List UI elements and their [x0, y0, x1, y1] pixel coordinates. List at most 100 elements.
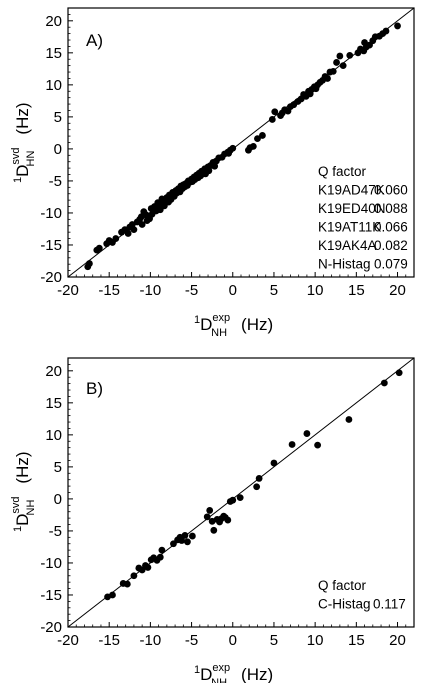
panel-a-x-tick-label: 20 [389, 282, 406, 299]
panel-a-q-factor-value: 0.060 [374, 183, 408, 198]
panel-a-y-tick-label: -20 [40, 269, 62, 286]
panel-a-x-tick-label: -5 [185, 282, 198, 299]
panel-b-data-point [229, 496, 237, 504]
panel-a-data-point [394, 22, 401, 30]
panel-a-data-point [211, 162, 219, 170]
panel-a-y-tick-label: 0 [54, 141, 62, 158]
panel-b-y-tick-label: 10 [45, 427, 62, 444]
panel-b-y-axis-label-superscript: svd [10, 496, 22, 513]
panel-b-data-point [314, 441, 322, 449]
panel-b-data-point [156, 553, 164, 561]
panel-a-y-tick-label: -10 [40, 205, 62, 222]
panel-a-y-axis-label: 1Dsvd HN (Hz) [10, 102, 37, 183]
panel-a-q-factor-sample: K19AK4A [318, 238, 377, 253]
panel-a-y-axis-label-subscript: HN [25, 151, 37, 167]
panel-a-data-point [333, 59, 340, 66]
panel-a-data-point [229, 144, 237, 152]
panel-a-q-factor-title: Q factor [318, 164, 367, 179]
panel-a-label: A) [86, 31, 103, 50]
panel-b-data-point [395, 369, 403, 377]
panel-b-x-tick-label: 5 [270, 632, 278, 649]
panel-b-x-tick-label: 0 [229, 632, 237, 649]
panel-a-x-tick-label: 0 [229, 282, 237, 299]
panel-b: -20 -15 -10 -5 0 5 10 15 20 -20 -15 -10 -5 0 5 10 15 20 B… [10, 357, 415, 683]
panel-a-y-tick-label: 10 [45, 77, 62, 94]
panel-a-x-axis-label-symbol: D [200, 315, 212, 334]
panel-b-y-tick-label: -10 [40, 555, 62, 572]
panel-b-y-tick-label: -20 [40, 619, 62, 636]
panel-a-x-axis-label-subscript: NH [211, 327, 227, 339]
panel-b-q-factor-value: 0.117 [373, 597, 406, 612]
panel-a-data-point [225, 149, 233, 157]
panel-b-q-factor-sample: C-Histag [318, 597, 371, 612]
panel-a-x-tick-label: -15 [98, 282, 120, 299]
panel-b-data-point [203, 513, 211, 521]
panel-b-y-tick-label: 0 [54, 491, 62, 508]
panel-a-data-point [382, 27, 390, 35]
panel-b-data-point [109, 591, 116, 599]
panel-b-data-point [130, 572, 138, 580]
panel-b-x-axis-label-superscript: exp [212, 662, 230, 674]
panel-b-y-tick-label: 5 [54, 459, 62, 476]
panel-b-y-axis-label-symbol: D [13, 514, 32, 526]
panel-a-q-factor-sample: K19AD47K [318, 183, 385, 198]
panel-a-data-point [336, 52, 344, 60]
panel-a-data-point [86, 260, 93, 267]
panel-a-data-point [329, 68, 337, 75]
panel-b-data-point [144, 564, 152, 571]
panel-a-x-tick-label: 15 [348, 282, 365, 299]
panel-b-x-tick-label: -5 [185, 632, 198, 649]
panel-a-y-axis-label-prefix: 1 [12, 177, 24, 183]
panel-b-data-point [345, 416, 353, 423]
panel-b-label: B) [86, 379, 103, 398]
panel-a-x-tick-label: 10 [307, 282, 324, 299]
panel-b-data-point [288, 441, 296, 448]
panel-b-y-axis-label-subscript: NH [25, 500, 37, 516]
panel-b-q-factor-title: Q factor [318, 578, 367, 593]
panel-b-x-axis-label-unit: (Hz) [241, 665, 273, 683]
panel-b-y-axis-label-prefix: 1 [12, 526, 24, 532]
panel-b-x-axis-label-symbol: D [200, 665, 212, 683]
panel-a-q-factor-value: 0.088 [374, 201, 408, 216]
panel-a-x-axis-label-prefix: 1 [194, 314, 200, 326]
panel-b-data-point [303, 430, 311, 437]
panel-b-data-point [123, 580, 131, 588]
panel-b-y-tick-label: 15 [45, 395, 62, 412]
panel-a-x-axis-label-unit: (Hz) [241, 315, 273, 334]
panel-b-data-point [184, 538, 191, 546]
panel-a-data-point [130, 226, 138, 234]
panel-a-y-tick-label: 20 [45, 13, 62, 30]
panel-a-data-point [271, 108, 279, 116]
panel-a-y-tick-label: 5 [54, 109, 62, 126]
panel-b-data-point [236, 494, 244, 502]
panel-a-data-point [324, 75, 331, 82]
panel-a-x-tick-label: 5 [270, 282, 278, 299]
panel-a-y-tick-label: -5 [49, 173, 62, 190]
panel-b-data-point [210, 526, 218, 534]
panel-a-data-point [95, 244, 103, 252]
panel-a-q-factor-sample: N-Histag [318, 257, 371, 272]
panel-a-y-axis-label-unit: (Hz) [13, 102, 32, 134]
panel-a-q-factor-value: 0.082 [374, 238, 408, 253]
panel-a-y-axis-label-superscript: svd [10, 147, 22, 164]
panel-a-data-point [249, 142, 257, 150]
panel-b-data-point [255, 475, 263, 482]
panel-a-y-axis-label-symbol: D [13, 165, 32, 177]
panel-a-data-point [205, 167, 213, 175]
panel-b-x-axis-label-subscript: NH [211, 677, 227, 683]
panel-b-y-axis-label-unit: (Hz) [13, 451, 32, 483]
panel-b-y-tick-label: -5 [49, 523, 62, 540]
panel-b-data-point [206, 507, 214, 514]
panel-a-data-point [138, 221, 146, 228]
panel-b-data-point [181, 532, 189, 539]
panel-b-x-tick-label: -15 [98, 632, 120, 649]
panel-a-q-factor-value: 0.066 [374, 220, 408, 235]
panel-b-x-tick-label: -20 [57, 632, 79, 649]
panel-a-q-factor-sample: K19AT11K [318, 220, 381, 235]
panel-a-x-axis-label: 1Dexp NH (Hz) [194, 312, 273, 339]
panel-b-data-point [178, 537, 186, 544]
panel-b-x-axis-label: 1Dexp NH (Hz) [194, 662, 273, 683]
panel-a-y-tick-label: 15 [45, 45, 62, 62]
panel-a-q-factor-value: 0.079 [374, 257, 408, 272]
